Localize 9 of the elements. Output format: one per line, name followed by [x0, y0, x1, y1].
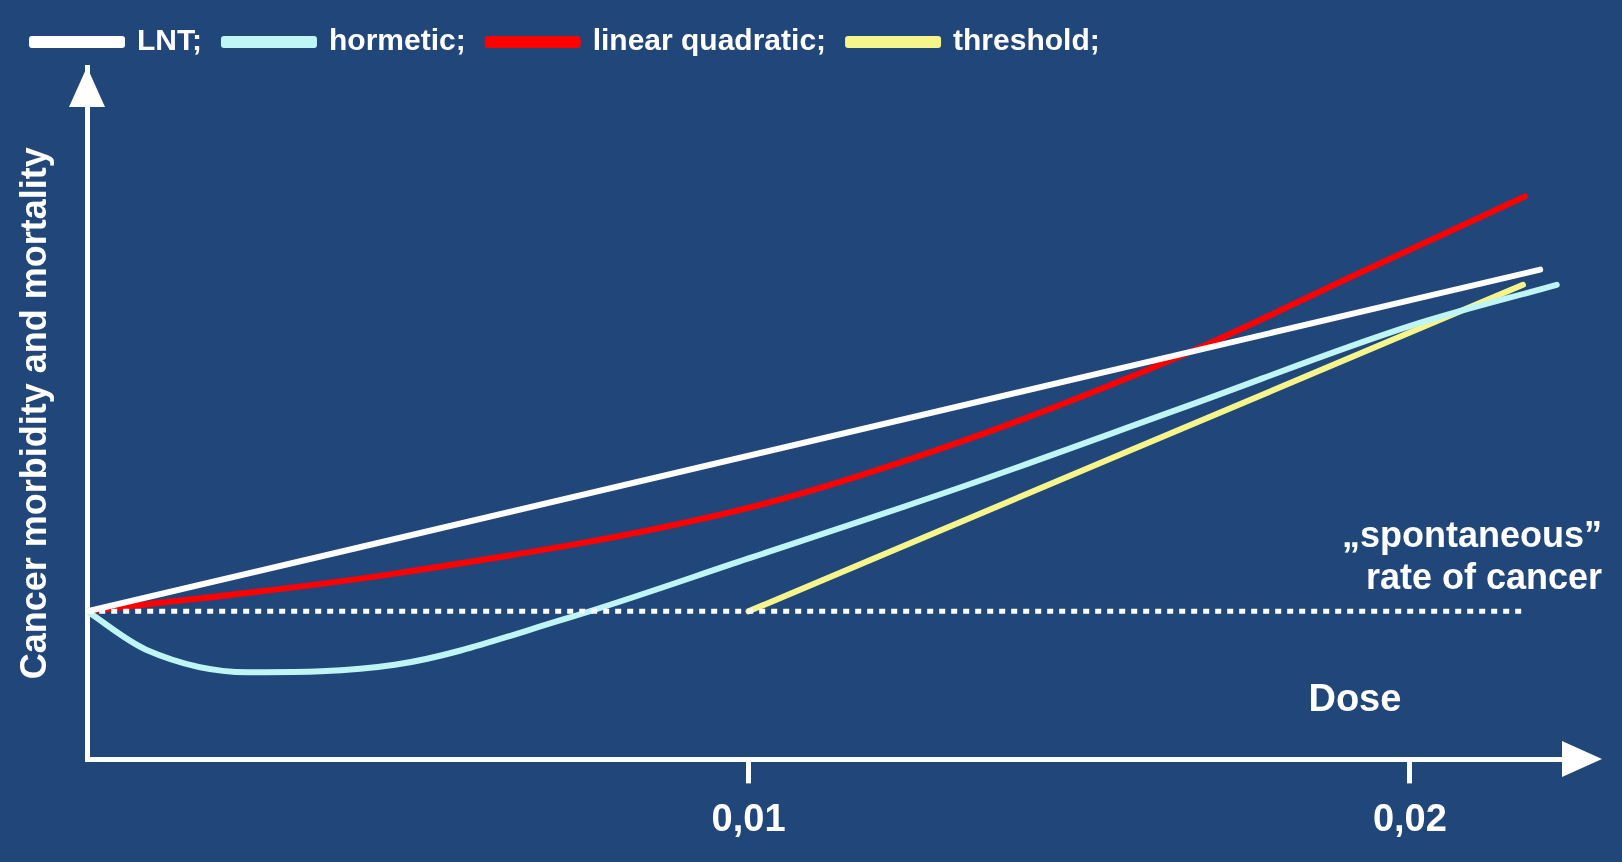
- x-axis-title: Dose: [1308, 676, 1402, 719]
- x-tick-label: 0,01: [711, 796, 786, 839]
- legend-label: linear quadratic;: [592, 23, 827, 57]
- legend-label: hormetic;: [328, 23, 466, 57]
- y-axis-title: Cancer morbidity and mortality: [12, 147, 54, 680]
- x-tick-label: 0,02: [1372, 796, 1447, 839]
- ref-line-label: „spontaneous” rate of cancer: [1341, 514, 1602, 598]
- legend-label: LNT;: [137, 23, 202, 57]
- legend-label: threshold;: [953, 23, 1100, 57]
